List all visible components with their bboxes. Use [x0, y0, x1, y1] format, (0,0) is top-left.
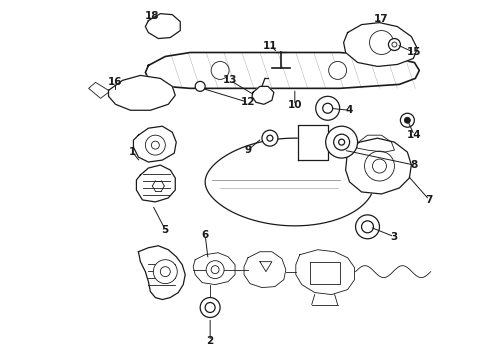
Polygon shape [205, 138, 374, 226]
Polygon shape [244, 252, 286, 288]
Polygon shape [193, 253, 235, 285]
Text: 6: 6 [201, 230, 209, 240]
Circle shape [362, 221, 373, 233]
Circle shape [356, 215, 379, 239]
Polygon shape [136, 165, 175, 202]
Circle shape [316, 96, 340, 120]
Text: 11: 11 [263, 41, 277, 50]
Circle shape [365, 151, 394, 181]
Text: 7: 7 [426, 195, 433, 205]
Polygon shape [146, 14, 180, 39]
Text: 1: 1 [129, 147, 136, 157]
Polygon shape [133, 126, 176, 162]
Text: 4: 4 [346, 105, 353, 115]
Circle shape [205, 302, 215, 312]
Circle shape [211, 62, 229, 80]
Polygon shape [298, 125, 328, 160]
Circle shape [329, 62, 346, 80]
Text: 18: 18 [145, 11, 160, 21]
Text: 3: 3 [391, 232, 398, 242]
Polygon shape [146, 53, 419, 88]
Text: 9: 9 [245, 145, 251, 155]
Circle shape [369, 31, 393, 54]
Polygon shape [138, 246, 185, 300]
Circle shape [334, 134, 349, 150]
Text: 13: 13 [223, 75, 237, 85]
Circle shape [200, 298, 220, 318]
Circle shape [392, 42, 397, 47]
Circle shape [323, 103, 333, 113]
Polygon shape [345, 138, 412, 194]
Circle shape [146, 135, 165, 155]
Circle shape [262, 130, 278, 146]
Circle shape [160, 267, 171, 276]
Circle shape [404, 117, 410, 123]
Polygon shape [355, 135, 394, 152]
Text: 16: 16 [108, 77, 123, 87]
Circle shape [389, 39, 400, 50]
Polygon shape [296, 250, 355, 294]
Circle shape [400, 113, 415, 127]
Circle shape [211, 266, 219, 274]
Circle shape [151, 141, 159, 149]
Text: 8: 8 [411, 160, 418, 170]
Text: 2: 2 [206, 336, 214, 346]
Polygon shape [89, 82, 108, 98]
Text: 15: 15 [407, 48, 421, 58]
Text: 14: 14 [407, 130, 422, 140]
Circle shape [339, 139, 344, 145]
Circle shape [326, 126, 358, 158]
Text: 5: 5 [162, 225, 169, 235]
Circle shape [206, 261, 224, 279]
Text: 12: 12 [241, 97, 255, 107]
Polygon shape [108, 75, 175, 110]
Circle shape [372, 159, 387, 173]
Text: 17: 17 [374, 14, 389, 24]
Polygon shape [252, 86, 274, 104]
Polygon shape [343, 23, 417, 67]
Circle shape [195, 81, 205, 91]
Circle shape [153, 260, 177, 284]
Text: 10: 10 [288, 100, 302, 110]
Circle shape [267, 135, 273, 141]
